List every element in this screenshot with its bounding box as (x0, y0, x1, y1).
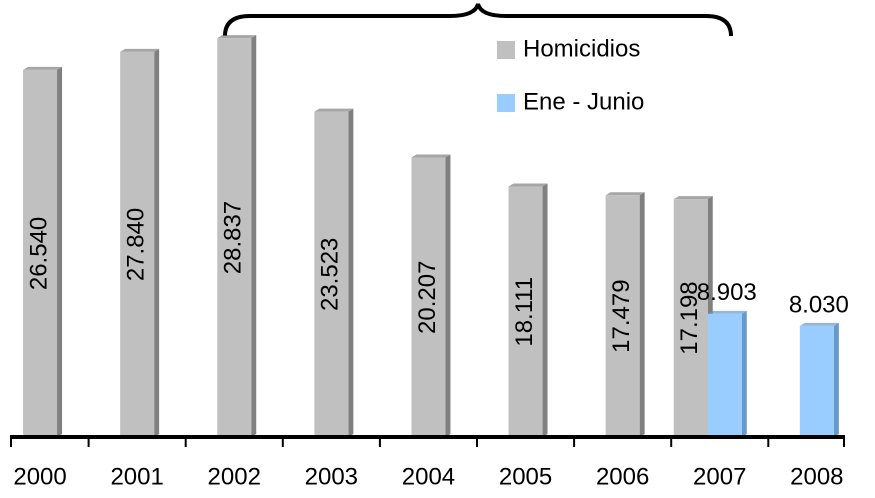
bar-top (707, 310, 747, 314)
bar-top (605, 192, 645, 196)
value-label: 26.540 (25, 217, 52, 290)
bar-side (445, 154, 451, 437)
bar-side (639, 192, 645, 437)
bar-top (673, 196, 713, 200)
value-label: 28.837 (220, 201, 247, 274)
value-label: 27.840 (122, 208, 149, 281)
bar-top (23, 66, 63, 70)
bar (605, 195, 640, 437)
value-label: 8.030 (789, 291, 849, 318)
value-label: 20.207 (414, 261, 441, 334)
x-tick-label: 2002 (208, 463, 261, 490)
bar-top (314, 108, 354, 112)
x-tick-label: 2000 (13, 463, 66, 490)
x-tick-label: 2005 (499, 463, 552, 490)
bar-top (217, 35, 257, 39)
bar-top (120, 48, 160, 52)
value-label: 8.903 (697, 279, 757, 306)
bar-top (508, 183, 548, 187)
x-tick-label: 2008 (790, 463, 843, 490)
value-label: 17.479 (608, 279, 635, 352)
legend: Homicidios Ene - Junio (497, 35, 644, 115)
x-tick-label: 2006 (596, 463, 649, 490)
x-tick-label: 2007 (693, 463, 746, 490)
bar-top (799, 322, 839, 326)
bar (673, 199, 708, 437)
bar-side (833, 322, 839, 437)
bar (707, 313, 742, 437)
bar (411, 157, 446, 437)
bar-side (542, 183, 548, 437)
bar-top (411, 154, 451, 158)
bar (508, 186, 543, 437)
bar (314, 111, 349, 437)
bar-side (251, 35, 257, 437)
bar-side (348, 108, 354, 437)
value-label: 17.198 (676, 281, 703, 354)
bar (23, 69, 58, 437)
value-label: 23.523 (317, 238, 344, 311)
legend-swatch (497, 94, 515, 112)
legend-swatch (497, 41, 515, 59)
legend-label: Ene - Junio (523, 88, 644, 115)
legend-label: Homicidios (523, 35, 640, 62)
x-tick-label: 2003 (305, 463, 358, 490)
x-tick-label: 2004 (402, 463, 455, 490)
brace (223, 3, 733, 37)
bar-side (154, 48, 160, 437)
value-label: 18.111 (511, 277, 538, 347)
bar (217, 38, 252, 437)
bar (120, 51, 155, 437)
bar-side (741, 310, 747, 437)
x-tick-label: 2001 (110, 463, 163, 490)
bar-side (57, 66, 63, 437)
bar (799, 325, 834, 437)
